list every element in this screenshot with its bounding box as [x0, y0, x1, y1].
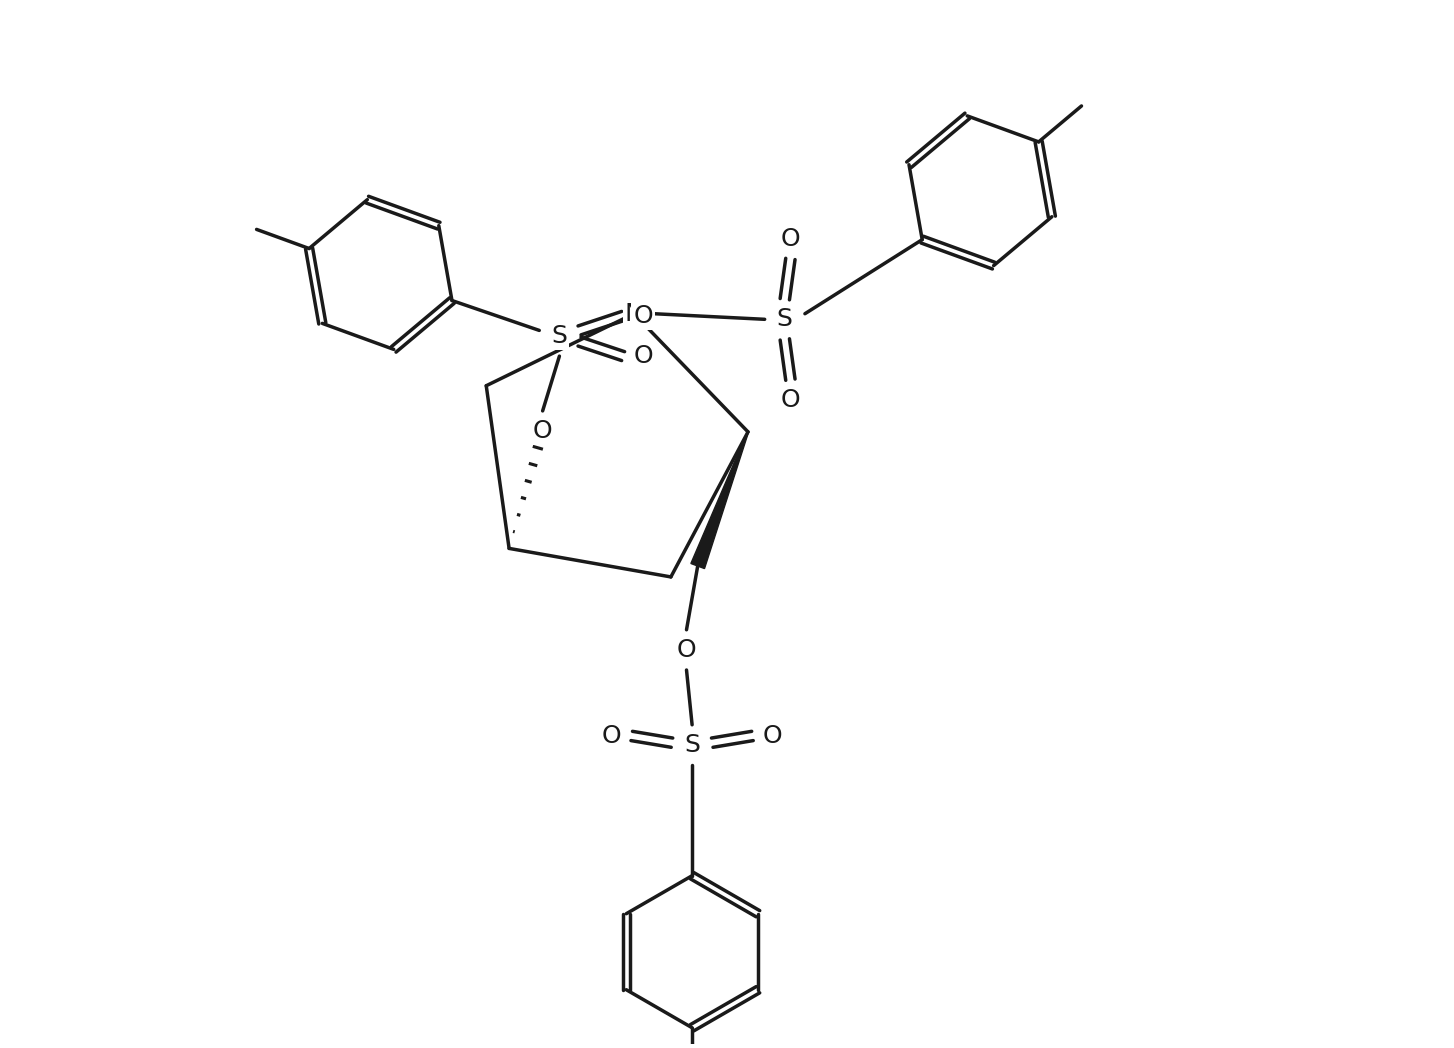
Text: O: O [532, 419, 553, 443]
Text: O: O [634, 344, 653, 368]
Text: N: N [625, 302, 643, 326]
Text: O: O [634, 304, 653, 328]
Polygon shape [691, 432, 749, 569]
Text: O: O [781, 226, 800, 250]
Text: O: O [763, 724, 782, 748]
Text: O: O [602, 724, 621, 748]
Text: S: S [776, 307, 792, 331]
Text: S: S [685, 733, 699, 757]
Text: O: O [781, 388, 800, 412]
Text: O: O [676, 638, 696, 662]
Text: S: S [551, 324, 567, 348]
